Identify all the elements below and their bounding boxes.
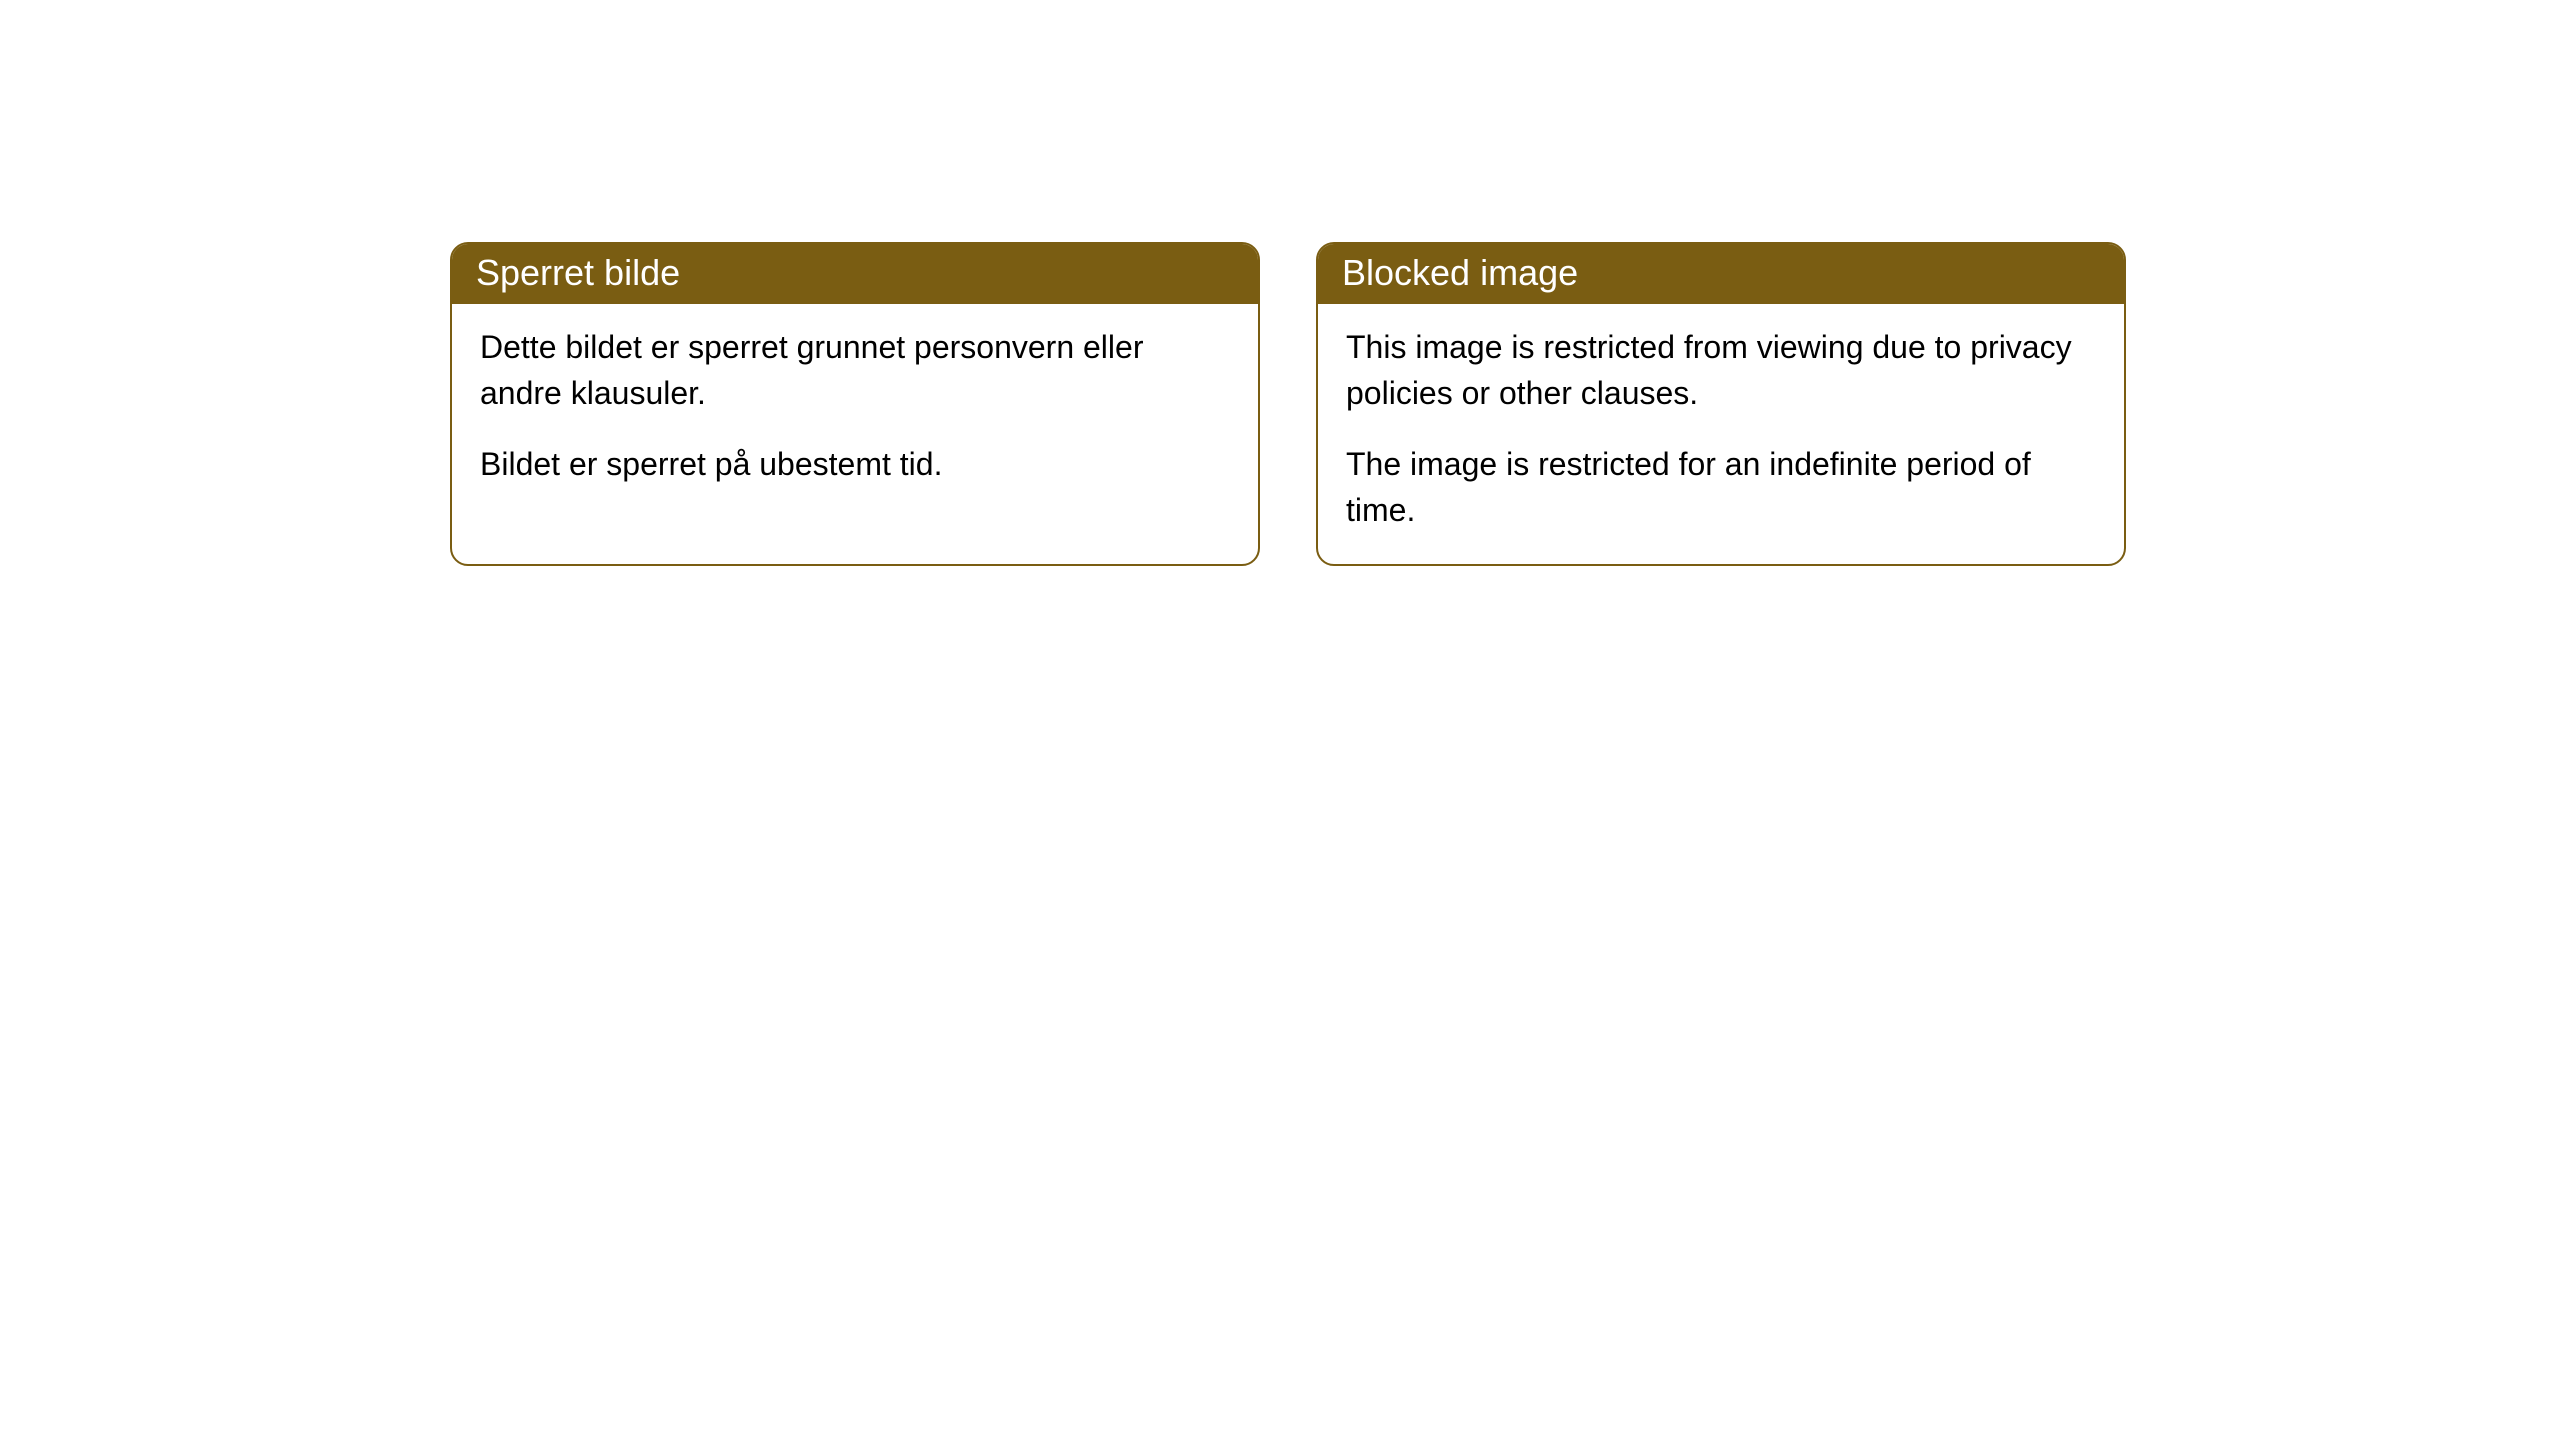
card-header-english: Blocked image	[1318, 244, 2124, 304]
card-title: Blocked image	[1342, 252, 1578, 293]
card-body-english: This image is restricted from viewing du…	[1318, 304, 2124, 564]
card-paragraph: The image is restricted for an indefinit…	[1346, 441, 2096, 534]
card-title: Sperret bilde	[476, 252, 680, 293]
card-paragraph: This image is restricted from viewing du…	[1346, 324, 2096, 417]
card-paragraph: Bildet er sperret på ubestemt tid.	[480, 441, 1230, 487]
notice-cards-container: Sperret bilde Dette bildet er sperret gr…	[450, 242, 2126, 566]
card-paragraph: Dette bildet er sperret grunnet personve…	[480, 324, 1230, 417]
card-body-norwegian: Dette bildet er sperret grunnet personve…	[452, 304, 1258, 517]
card-header-norwegian: Sperret bilde	[452, 244, 1258, 304]
notice-card-english: Blocked image This image is restricted f…	[1316, 242, 2126, 566]
notice-card-norwegian: Sperret bilde Dette bildet er sperret gr…	[450, 242, 1260, 566]
